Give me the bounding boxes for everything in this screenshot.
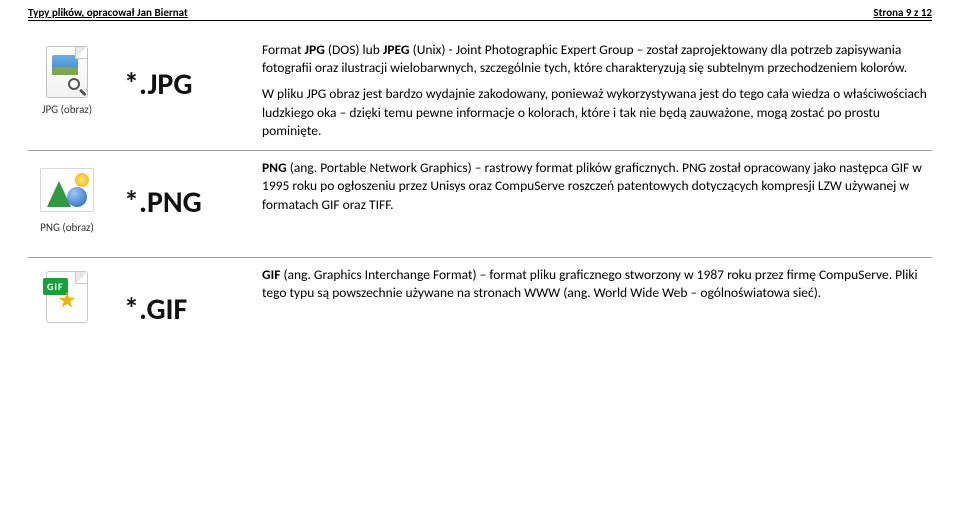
jpg-file-icon	[38, 43, 96, 101]
jpg-description: Format JPG (DOS) lub JPEG (Unix) - Joint…	[262, 39, 932, 140]
gif-file-icon: GIF ★	[38, 268, 96, 326]
entry-png: PNG (obraz) *.PNG PNG (ang. Portable Net…	[28, 151, 932, 258]
jpg-ext-col: *.JPG	[124, 39, 244, 129]
entry-jpg: JPG (obraz) *.JPG Format JPG (DOS) lub J…	[28, 33, 932, 151]
png-icon-caption: PNG (obraz)	[40, 221, 94, 234]
png-icon-col: PNG (obraz)	[28, 157, 106, 234]
gif-ext-label: *.GIF	[124, 291, 187, 328]
png-ext-label: *.PNG	[124, 184, 202, 221]
gif-icon-col: GIF ★	[28, 264, 106, 326]
png-file-icon	[38, 161, 96, 219]
jpg-icon-caption: JPG (obraz)	[42, 103, 92, 116]
gif-ext-col: *.GIF	[124, 264, 244, 354]
jpg-ext-label: *.JPG	[124, 66, 192, 103]
entry-gif: GIF ★ *.GIF GIF (ang. Graphics Interchan…	[28, 258, 932, 364]
png-ext-col: *.PNG	[124, 157, 244, 247]
header-right: Strona 9 z 12	[873, 6, 932, 19]
png-description: PNG (ang. Portable Network Graphics) – r…	[262, 157, 932, 214]
gif-description: GIF (ang. Graphics Interchange Format) –…	[262, 264, 932, 302]
page-header: Typy plików, opracował Jan Biernat Stron…	[28, 6, 932, 21]
jpg-icon-col: JPG (obraz)	[28, 39, 106, 116]
header-left: Typy plików, opracował Jan Biernat	[28, 6, 188, 19]
